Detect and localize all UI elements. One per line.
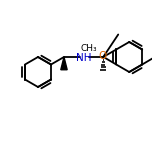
Text: NH: NH [76, 53, 92, 63]
Polygon shape [61, 57, 67, 70]
Text: CH₃: CH₃ [81, 44, 97, 53]
Text: O: O [98, 51, 106, 61]
